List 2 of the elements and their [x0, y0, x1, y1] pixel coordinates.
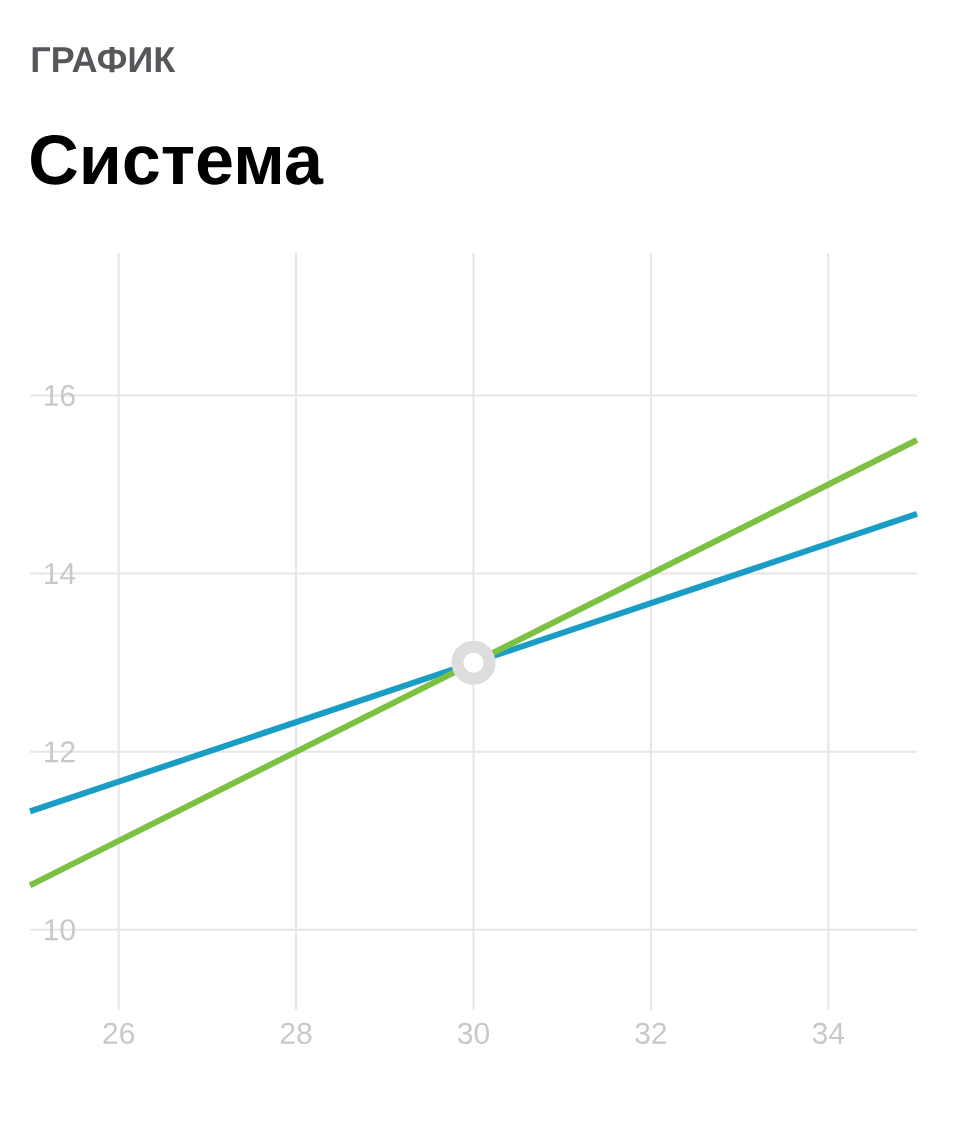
- chart-title: Система: [31, 135, 324, 185]
- chart-subtitle: ГРАФИК: [32, 47, 176, 73]
